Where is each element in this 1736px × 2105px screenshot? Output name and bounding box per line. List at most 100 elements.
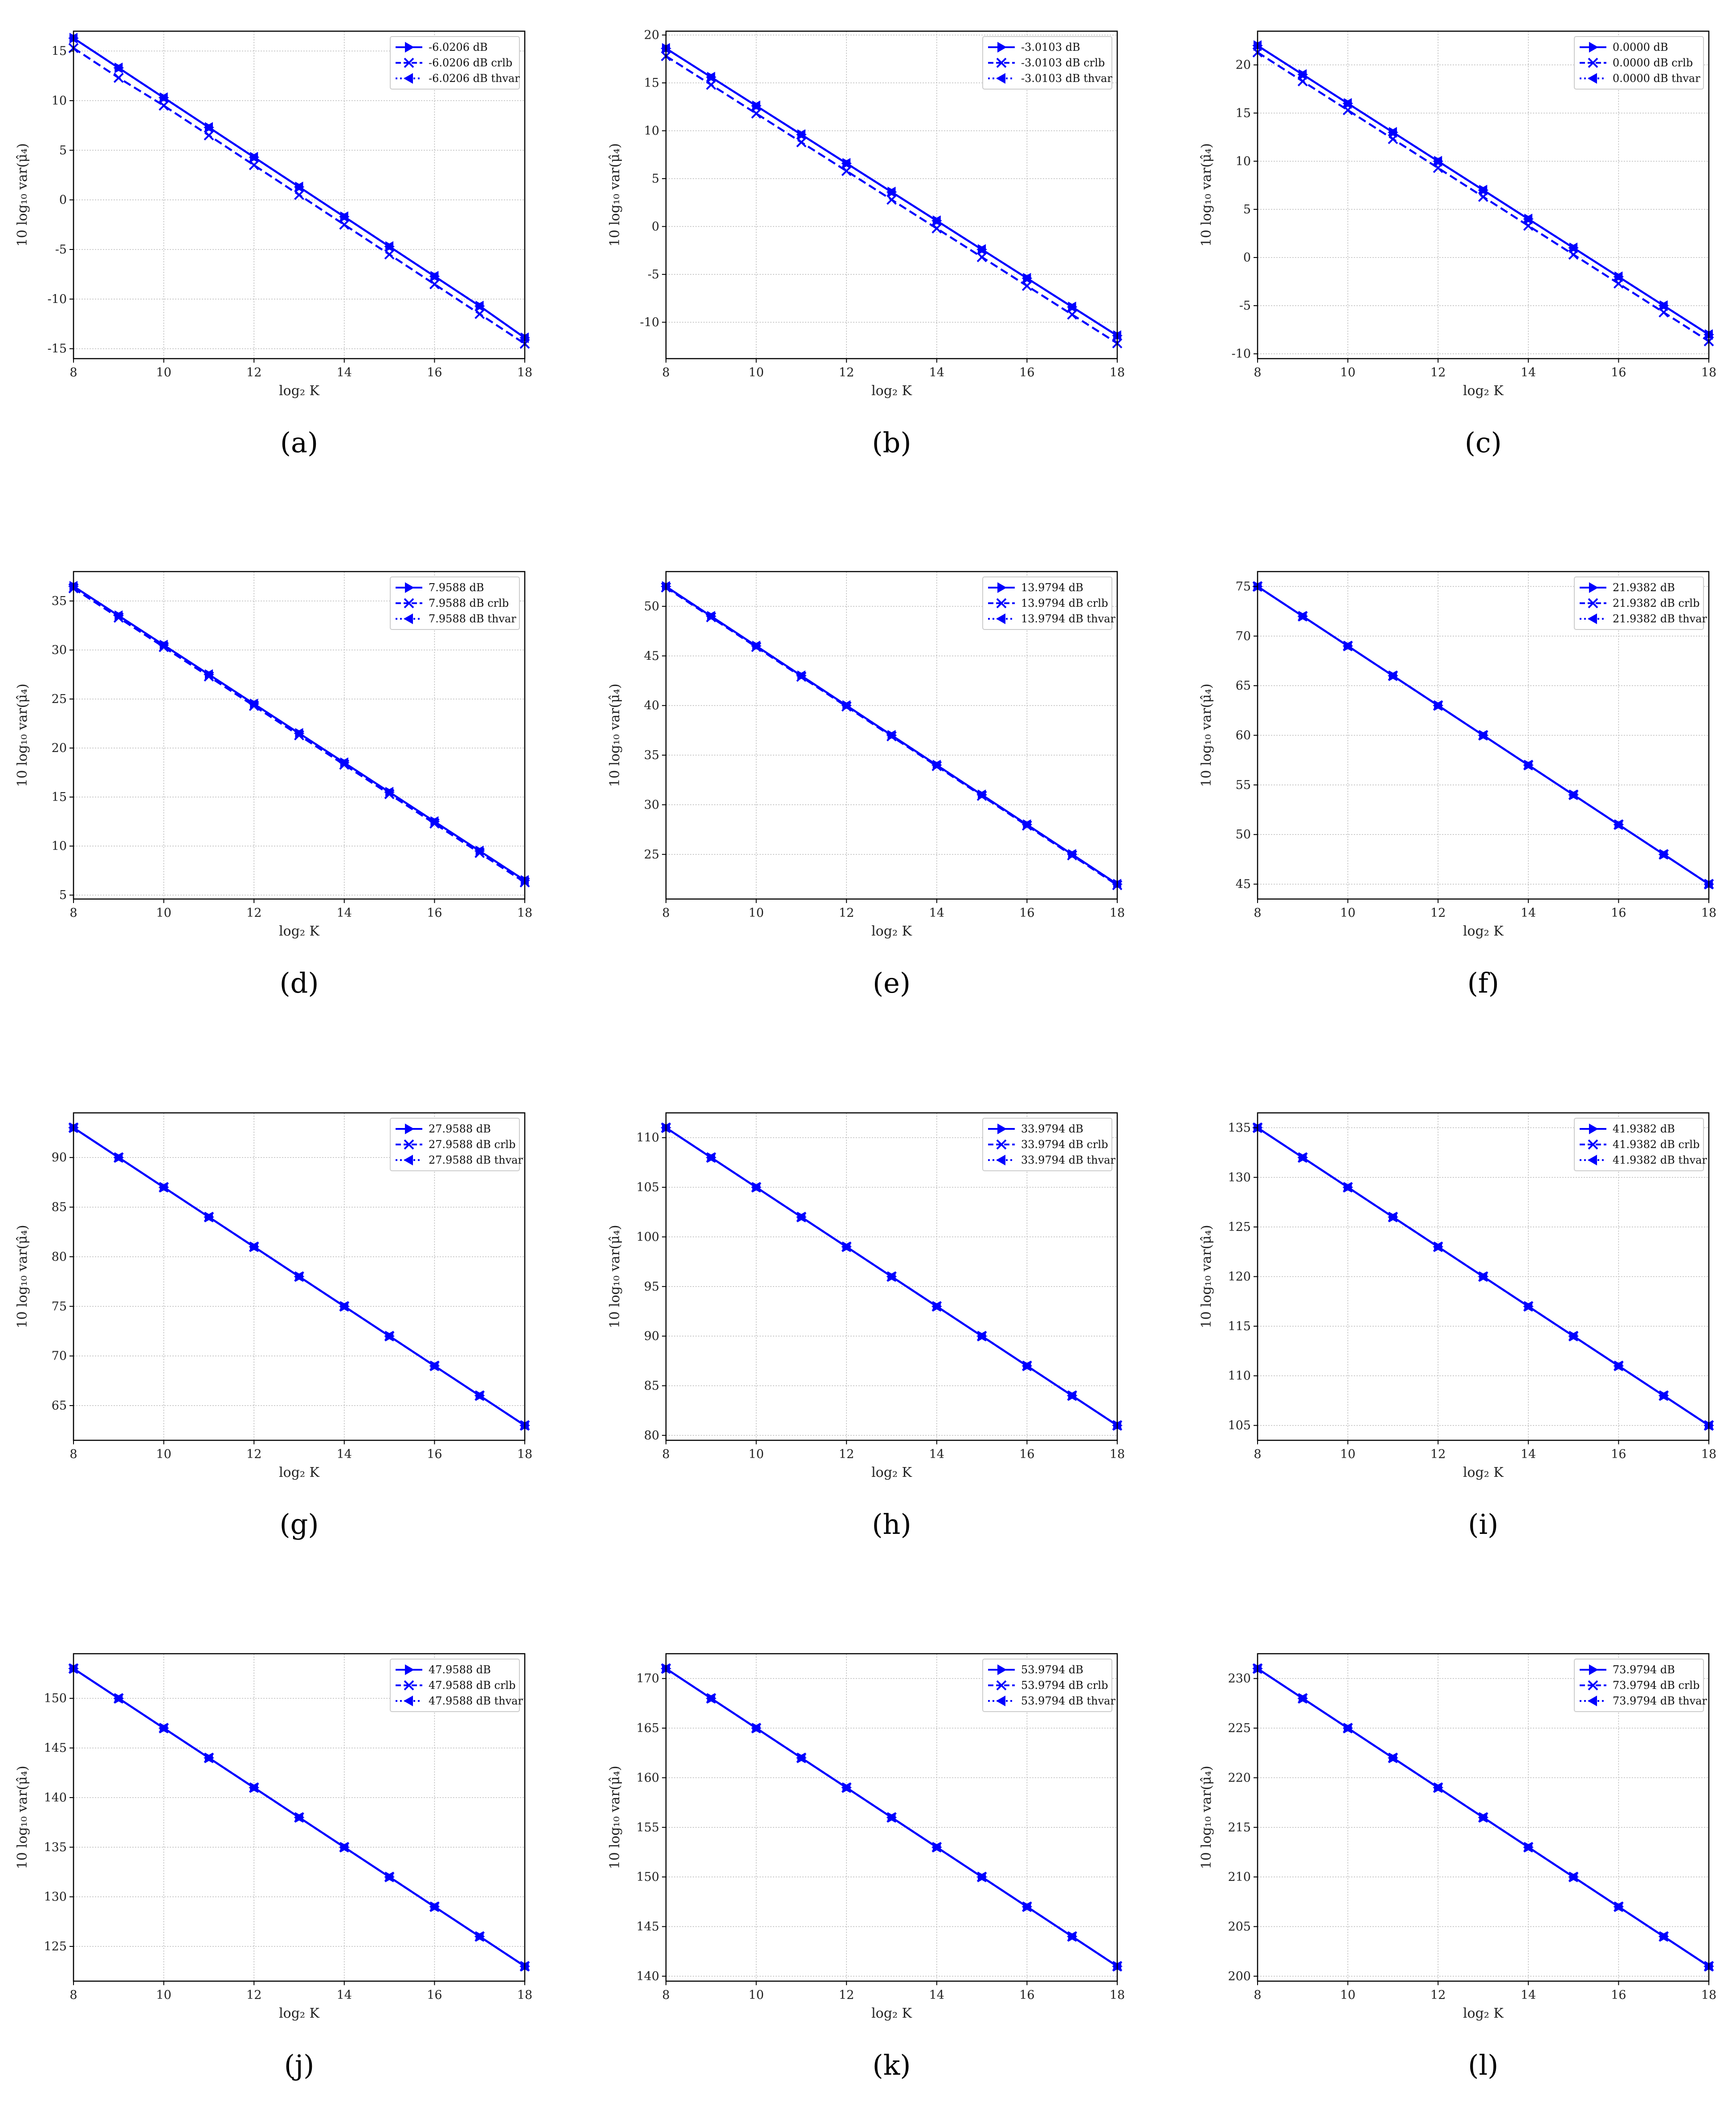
y-tick-label: -10 xyxy=(640,315,659,329)
y-tick-label: 160 xyxy=(636,1771,659,1785)
x-tick-label: 10 xyxy=(156,1447,171,1461)
data-point xyxy=(1523,213,1532,225)
data-point xyxy=(976,244,986,255)
legend-marker xyxy=(1588,1680,1598,1691)
y-tick-label: 10 xyxy=(644,124,659,138)
chart-panel-a: 8 10 12 14 16 18 -15 -10 -5 0 5 10 15 log₂ K 10 log₁₀ … xyxy=(15,30,532,459)
legend-box xyxy=(1574,36,1704,90)
data-point xyxy=(519,1961,529,1972)
legend-marker xyxy=(404,57,414,68)
x-tick-label: 14 xyxy=(337,1988,352,2002)
legend-entry: 7.9588 dB crlb xyxy=(429,597,509,609)
data-point xyxy=(1112,330,1121,341)
legend-box xyxy=(982,1118,1112,1171)
y-tick-label: 15 xyxy=(52,45,67,58)
legend-marker xyxy=(997,1124,1007,1134)
y-tick-label: 110 xyxy=(1228,1369,1251,1383)
data-point xyxy=(1658,300,1668,311)
panel-label: (d) xyxy=(279,967,319,999)
y-tick-label: 215 xyxy=(1228,1821,1251,1835)
data-point xyxy=(886,187,896,198)
x-tick-label: 10 xyxy=(156,1988,171,2002)
legend: 13.9794 dB 13.9794 dB crlb 13.9794 dB thva… xyxy=(982,576,1115,630)
data-point xyxy=(796,129,805,140)
y-tick-label: 145 xyxy=(44,1741,67,1755)
data-point xyxy=(1658,1931,1668,1942)
data-point xyxy=(1112,1961,1121,1972)
data-point xyxy=(339,757,348,768)
y-tick-label: 35 xyxy=(52,594,67,608)
legend-entry: 0.0000 dB crlb xyxy=(1613,57,1693,69)
x-tick-label: 12 xyxy=(839,1988,854,2002)
x-tick-label: 8 xyxy=(69,366,77,380)
x-tick-label: 10 xyxy=(1340,1988,1355,2002)
y-tick-label: 90 xyxy=(644,1329,659,1343)
data-point xyxy=(339,1301,348,1312)
legend-entry: 7.9588 dB thvar xyxy=(429,613,516,625)
legend-entry: 73.9794 dB xyxy=(1613,1664,1675,1676)
y-tick-label: 170 xyxy=(636,1672,659,1686)
data-point xyxy=(1112,879,1121,890)
data-point xyxy=(204,130,214,141)
data-point xyxy=(1387,1752,1397,1763)
y-tick-label: 5 xyxy=(59,143,67,157)
legend-marker xyxy=(1589,1124,1598,1134)
y-tick-label: 50 xyxy=(644,600,659,613)
legend-box xyxy=(390,36,520,90)
data-point xyxy=(706,1693,715,1704)
data-point xyxy=(661,43,670,54)
y-tick-label: 150 xyxy=(636,1870,659,1884)
y-tick-label: 110 xyxy=(636,1131,659,1145)
x-tick-label: 18 xyxy=(517,906,532,920)
y-axis-label: 10 log₁₀ var(μ̂₄) xyxy=(1199,1766,1214,1869)
data-point xyxy=(519,332,529,343)
data-point xyxy=(384,1872,394,1883)
legend-entry: -3.0103 dB thvar xyxy=(1021,72,1112,85)
panel-label: (e) xyxy=(873,967,911,999)
y-tick-label: 130 xyxy=(1228,1171,1251,1185)
data-point xyxy=(294,190,304,200)
data-point xyxy=(113,610,123,621)
plot-frame xyxy=(665,1112,1118,1441)
y-tick-label: 20 xyxy=(1236,58,1251,72)
series-line-2 xyxy=(1257,585,1710,885)
data-point xyxy=(203,1211,213,1222)
y-tick-label: 140 xyxy=(44,1791,67,1805)
chart-panel-d: 8 10 12 14 16 18 5 10 15 20 25 30 35 log₂ K 10 log₁₀ v… xyxy=(15,571,532,999)
data-point xyxy=(474,1931,484,1942)
data-point xyxy=(751,1723,760,1734)
chart-panel-c: 8 10 12 14 16 18 -10 -5 0 5 10 15 20 log₂ K 10 log₁₀ v… xyxy=(1199,30,1716,459)
y-tick-label: 100 xyxy=(636,1230,659,1244)
legend-box xyxy=(390,1118,520,1171)
x-tick-label: 10 xyxy=(748,1447,764,1461)
chart-panel-j: 8 10 12 14 16 18 125 130 135 140 145 150 log₂ K 10 lo… xyxy=(15,1653,532,2081)
data-point xyxy=(1703,1420,1713,1431)
data-point xyxy=(68,33,78,44)
legend-entry: 13.9794 dB xyxy=(1021,581,1083,594)
legend-entry: 0.0000 dB xyxy=(1613,41,1668,53)
data-point xyxy=(68,1663,78,1674)
panel-label: (f) xyxy=(1467,967,1499,999)
data-point xyxy=(796,670,805,681)
y-tick-label: 115 xyxy=(1228,1320,1251,1333)
x-tick-label: 16 xyxy=(1611,1447,1626,1461)
x-tick-label: 14 xyxy=(1521,1988,1536,2002)
legend-box xyxy=(390,1659,520,1712)
x-axis-label: log₂ K xyxy=(1463,2006,1503,2021)
y-tick-label: 95 xyxy=(644,1280,659,1294)
y-tick-label: 15 xyxy=(52,790,67,804)
x-tick-label: 18 xyxy=(1701,906,1716,920)
y-tick-label: 200 xyxy=(1228,1970,1251,1983)
x-tick-label: 18 xyxy=(1110,1988,1125,2002)
legend-entry: 73.9794 dB thvar xyxy=(1613,1695,1707,1707)
x-tick-label: 8 xyxy=(69,1447,77,1461)
y-tick-label: 165 xyxy=(636,1721,659,1735)
data-point xyxy=(1112,1420,1121,1431)
y-axis-label: 10 log₁₀ var(μ̂₄) xyxy=(1199,1225,1214,1328)
legend: 47.9588 dB 47.9588 dB crlb 47.9588 dB thva… xyxy=(390,1659,523,1712)
panel-label: (g) xyxy=(279,1508,319,1541)
x-axis-label: log₂ K xyxy=(871,924,912,939)
legend-entry: 33.9794 dB crlb xyxy=(1021,1138,1108,1151)
data-point xyxy=(1478,730,1487,741)
legend: 41.9382 dB 41.9382 dB crlb 41.9382 dB thva… xyxy=(1574,1118,1707,1171)
